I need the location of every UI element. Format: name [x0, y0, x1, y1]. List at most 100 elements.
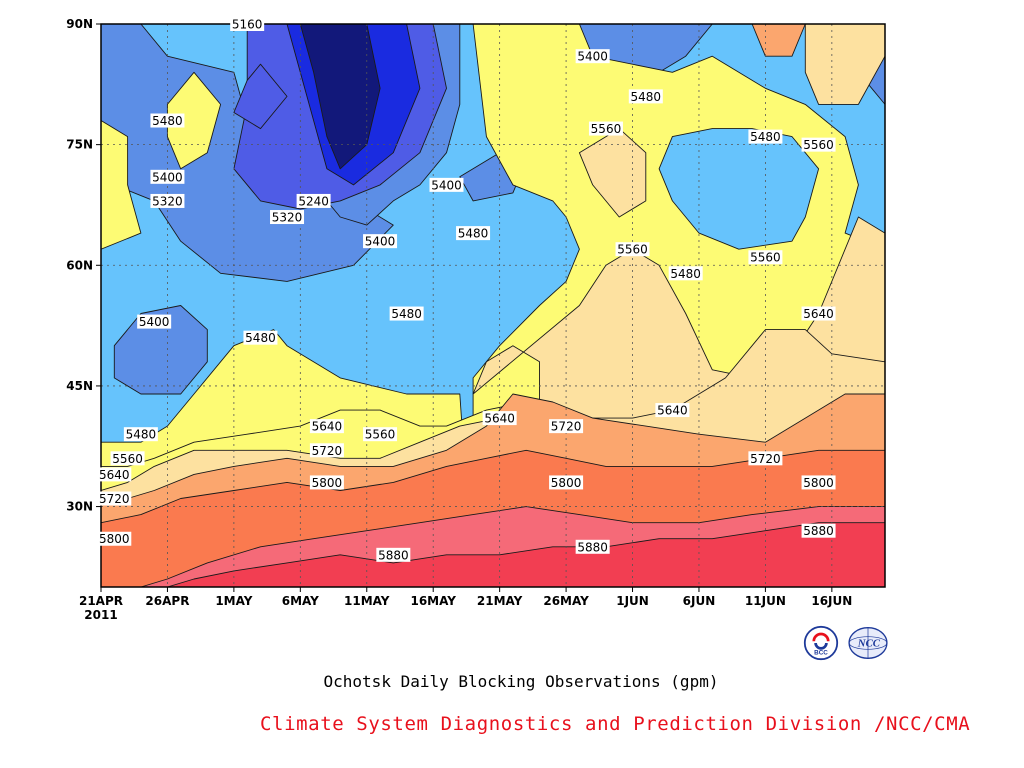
x-tick-label: 26APR: [145, 594, 189, 608]
x-tick-label: 16MAY: [410, 594, 456, 608]
contour-label: 5560: [365, 428, 396, 442]
grid-lines: [101, 24, 885, 587]
x-tick-label: 1JUN: [616, 594, 649, 608]
x-tick-label: 21APR: [79, 594, 123, 608]
contour-label-box: [230, 17, 265, 31]
contour-label-box: [363, 234, 398, 249]
contour-band: [166, 522, 885, 587]
svg-text:BCC: BCC: [814, 650, 828, 657]
contour-label: 5480: [391, 307, 422, 321]
y-tick-label: 75N: [66, 138, 93, 152]
contour-label-box: [801, 475, 836, 490]
contour-label-box: [309, 443, 344, 458]
contour-label-box: [243, 330, 278, 345]
contour-label-box: [97, 531, 132, 546]
contour-label: 5880: [378, 548, 409, 562]
contour-label: 5480: [631, 90, 662, 104]
contour-label: 5480: [750, 130, 781, 144]
contour-label-box: [110, 451, 145, 466]
contour-label: 5880: [577, 540, 608, 554]
bcc-logo: BCC: [803, 625, 839, 661]
contour-label: 5800: [803, 476, 834, 490]
contour-label: 5400: [152, 170, 183, 184]
contour-label: 5640: [803, 307, 834, 321]
contour-label-box: [97, 491, 132, 506]
contour-label: 5240: [298, 194, 329, 208]
contour-label: 5560: [803, 138, 834, 152]
y-tick-label: 45N: [66, 379, 93, 393]
contour-label-box: [575, 49, 610, 64]
ncc-logo: NCC: [848, 627, 888, 659]
contour-label-box: [150, 169, 185, 184]
contour-label: 5400: [139, 315, 170, 329]
y-tick-label: 60N: [66, 258, 93, 272]
x-tick-label: 11JUN: [745, 594, 786, 608]
contour-label: 5640: [657, 404, 688, 418]
contour-label: 5320: [152, 194, 183, 208]
contour-label: 5400: [431, 178, 462, 192]
y-axis: 90N 75N 60N 45N 30N: [66, 17, 101, 514]
contour-label: 5480: [152, 114, 183, 128]
y-tick-label: 90N: [66, 17, 93, 31]
contour-label: 5800: [551, 476, 582, 490]
contour-label: 5720: [312, 444, 343, 458]
contour-fills: [101, 24, 885, 587]
contour-label-box: [549, 419, 584, 434]
contour-label: 5560: [617, 243, 648, 257]
y-tick-label: 30N: [66, 500, 93, 514]
contour-band: [299, 24, 381, 170]
contour-label-box: [588, 121, 623, 136]
contour-label: 5640: [312, 420, 343, 434]
x-tick-label: 1MAY: [215, 594, 252, 608]
contour-label-box: [150, 193, 185, 208]
contour-label: 5800: [99, 532, 130, 546]
contour-label-box: [801, 137, 836, 152]
contour-band: [804, 24, 885, 105]
contour-label-box: [456, 226, 491, 241]
contour-label: 5720: [750, 452, 781, 466]
contour-band: [233, 63, 288, 130]
svg-text:NCC: NCC: [857, 638, 881, 650]
contour-label: 5640: [484, 412, 515, 426]
plot-frame: [100, 23, 886, 588]
contour-label-box: [429, 177, 464, 192]
contour-label-box: [309, 475, 344, 490]
contour-label: 5160: [232, 18, 263, 32]
contour-label: 5480: [126, 428, 157, 442]
contour-label-box: [628, 89, 663, 104]
x-tick-label: 26MAY: [543, 594, 589, 608]
contour-label: 5720: [551, 420, 582, 434]
contour-label-box: [801, 306, 836, 321]
contour-label-box: [309, 419, 344, 434]
credit-line: Climate System Diagnostics and Predictio…: [260, 713, 971, 735]
contour-label-box: [296, 193, 331, 208]
contour-label: 5400: [577, 50, 608, 64]
contour-label-box: [363, 427, 398, 442]
contour-label: 5480: [245, 331, 276, 345]
contour-label-box: [389, 306, 424, 321]
x-axis-year-label: 2011: [84, 608, 117, 622]
contour-labels: 5160 5400 5480 5480 5560 5480 5560 5400 5320 5240…: [97, 17, 836, 562]
contour-label: 5720: [99, 492, 130, 506]
contour-label-box: [748, 129, 783, 144]
contour-label: 5480: [670, 267, 701, 281]
contour-label: 5800: [312, 476, 343, 490]
contour-label-box: [748, 250, 783, 265]
contour-label: 5560: [591, 122, 622, 136]
contour-band: [658, 128, 820, 250]
contour-band: [101, 120, 142, 250]
contour-label-box: [615, 242, 650, 257]
x-tick-label: 21MAY: [477, 594, 523, 608]
contour-label-box: [376, 547, 411, 562]
contour-label: 5640: [99, 468, 130, 482]
contour-label-box: [655, 403, 690, 418]
contour-label: 5560: [750, 251, 781, 265]
contour-label: 5880: [803, 524, 834, 538]
contour-label-box: [482, 411, 517, 426]
contour-label-box: [97, 467, 132, 482]
x-tick-label: 16JUN: [811, 594, 852, 608]
contour-label-box: [668, 266, 703, 281]
contour-label-box: [270, 210, 305, 225]
contour-label: 5320: [272, 211, 303, 225]
contour-label: 5400: [365, 235, 396, 249]
